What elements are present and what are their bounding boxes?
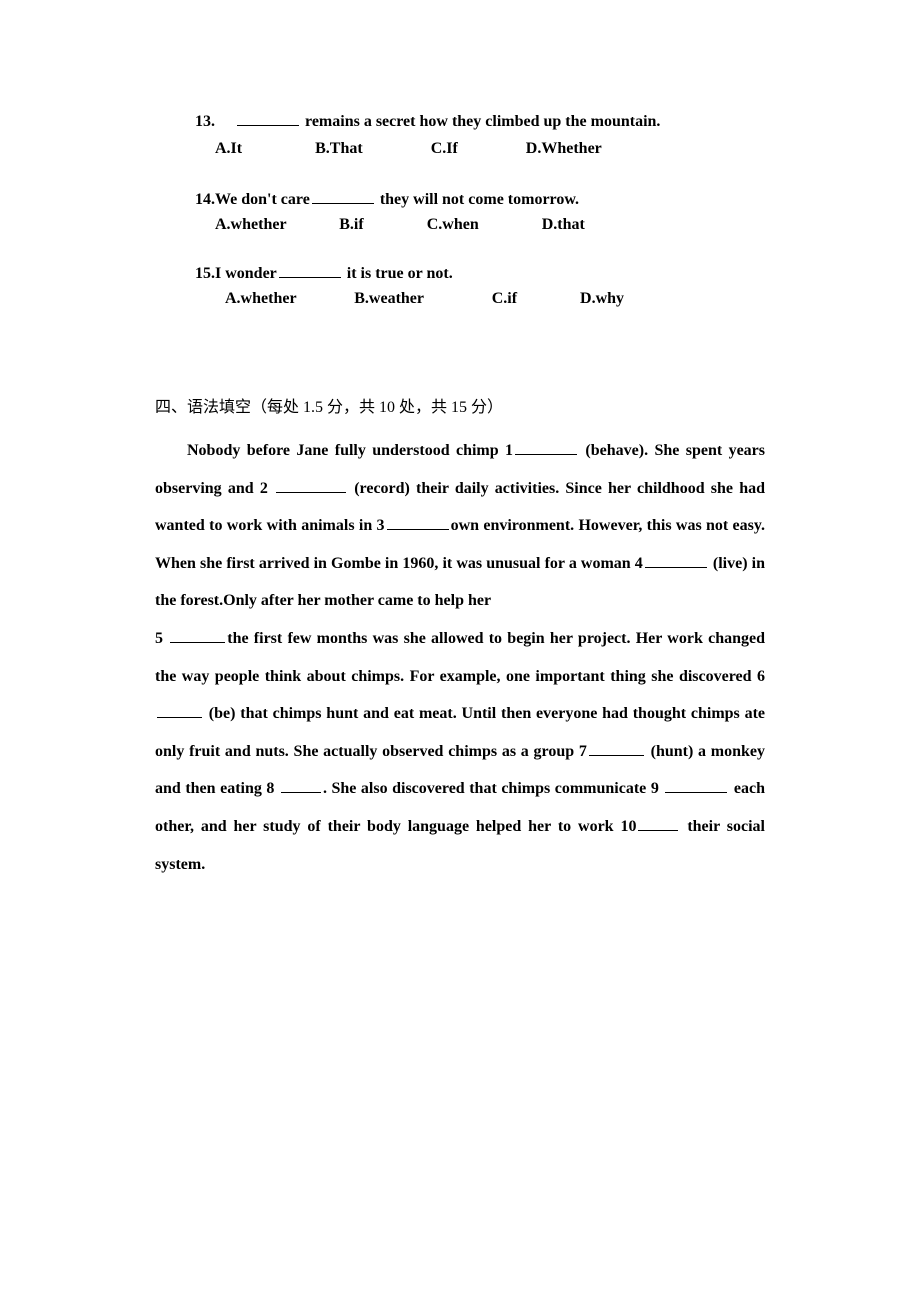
q14-prefix: 14.We don't care	[195, 191, 310, 208]
q13-number: 13.	[195, 113, 215, 130]
blank-2[interactable]	[276, 492, 346, 493]
blank-3[interactable]	[387, 529, 449, 530]
q13-option-a[interactable]: A.It	[215, 140, 242, 157]
q13-options: A.It B.That C.If D.Whether	[215, 140, 765, 158]
q13-option-b[interactable]: B.That	[315, 140, 363, 157]
q15-option-c[interactable]: C.if	[492, 290, 517, 307]
q13-text: remains a secret how they climbed up the…	[305, 113, 660, 130]
section-title: 四、语法填空（每处 1.5 分，共 10 处，共 15 分）	[155, 393, 765, 417]
q15-blank[interactable]	[279, 277, 341, 278]
q15-option-a[interactable]: A.whether	[225, 290, 296, 307]
blank-6[interactable]	[157, 717, 202, 718]
blank-10[interactable]	[638, 830, 678, 831]
p2b: the first few months was she allowed to …	[155, 630, 765, 685]
q14-suffix: they will not come tomorrow.	[376, 191, 579, 208]
blank-7[interactable]	[589, 755, 644, 756]
q15-options: A.whether B.weather C.if D.why	[225, 290, 765, 308]
blank-5[interactable]	[170, 642, 225, 643]
q14-option-d[interactable]: D.that	[542, 216, 585, 233]
q14-option-c[interactable]: C.when	[427, 216, 479, 233]
q15-option-d[interactable]: D.why	[580, 290, 624, 307]
q14-option-b[interactable]: B.if	[339, 216, 363, 233]
blank-8[interactable]	[281, 792, 321, 793]
q14-options: A.whether B.if C.when D.that	[215, 216, 765, 234]
q15-option-b[interactable]: B.weather	[354, 290, 423, 307]
q15-suffix: it is true or not.	[343, 265, 453, 282]
p1a: Nobody before Jane fully understood chim…	[187, 442, 513, 459]
q14-option-a[interactable]: A.whether	[215, 216, 286, 233]
question-13: 13. remains a secret how they climbed up…	[195, 110, 765, 134]
question-15: 15.I wonder it is true or not.	[195, 262, 765, 286]
q15-prefix: 15.I wonder	[195, 265, 277, 282]
question-14: 14.We don't care they will not come tomo…	[195, 188, 765, 212]
q13-option-d[interactable]: D.Whether	[526, 140, 602, 157]
passage-part1: Nobody before Jane fully understood chim…	[155, 432, 765, 620]
q13-option-c[interactable]: C.If	[431, 140, 458, 157]
passage-part2: 5 the first few months was she allowed t…	[155, 620, 765, 883]
p2a: 5	[155, 630, 168, 647]
q13-blank[interactable]	[237, 125, 299, 126]
p2e: . She also discovered that chimps commun…	[323, 780, 663, 797]
q14-blank[interactable]	[312, 203, 374, 204]
blank-9[interactable]	[665, 792, 727, 793]
blank-1[interactable]	[515, 454, 577, 455]
blank-4[interactable]	[645, 567, 707, 568]
